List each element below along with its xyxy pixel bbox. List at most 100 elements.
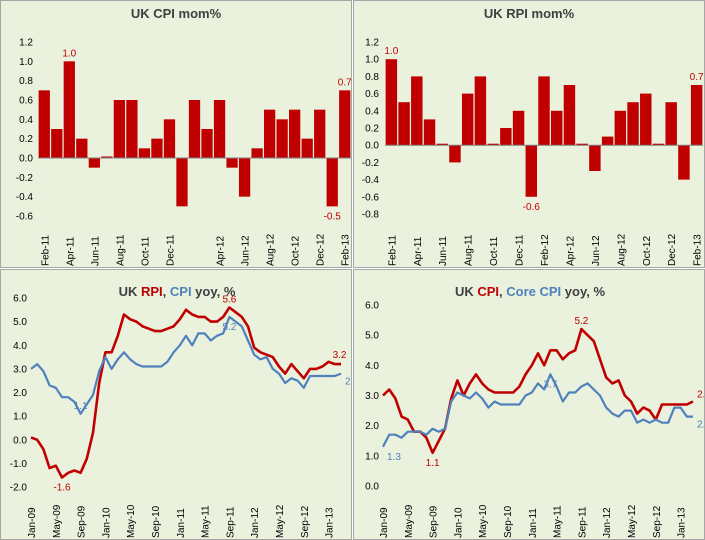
x-tick-label: Oct-11 [489,236,500,266]
y-tick-label: -0.8 [362,210,380,221]
data-label: 1.0 [384,46,398,57]
x-tick-label: Sep-09 [77,505,88,538]
data-label: 0.7 [690,72,704,83]
bar [627,102,639,146]
x-tick-label: Aug-12 [616,233,627,266]
y-tick-label: -0.4 [362,175,380,186]
x-tick-label: Oct-12 [291,236,302,266]
chart-title: UK RPI, CPI yoy, % [119,284,236,299]
data-label: -1.6 [53,483,71,494]
bar [576,143,588,146]
y-tick-label: 1.0 [365,451,379,462]
y-tick-label: 6.0 [13,294,27,305]
bar [251,148,263,158]
bar [525,145,538,197]
chart-title-part: CPI [170,284,192,299]
x-tick-label: Jan-10 [101,507,112,538]
x-tick-label: May-11 [553,505,564,538]
bar [487,143,499,146]
x-tick-label: May-11 [201,505,212,538]
x-tick-label: Feb-13 [693,234,704,266]
x-tick-label: Sep-11 [577,506,588,538]
data-label: 3.2 [333,350,347,361]
bar [461,93,474,146]
bar [614,110,627,146]
y-tick-label: 2.0 [13,388,27,399]
data-label: 2.8 [697,390,705,401]
bar [551,110,563,146]
bar [690,85,703,146]
x-tick-label: May-12 [275,504,286,538]
bar [263,109,276,158]
x-tick-label: Apr-11 [413,236,424,266]
bar [176,158,188,207]
chart-title-part: , [499,284,506,299]
bar [423,119,436,146]
bar [63,61,75,158]
bar [436,143,448,146]
bar [88,158,100,168]
bar [213,100,226,158]
chart-title: UK CPI, Core CPI yoy, % [455,284,605,299]
bar [38,90,50,158]
bar [314,109,326,158]
y-tick-label: -0.2 [16,173,34,184]
data-label: 2.8 [345,377,352,388]
y-tick-label: 1.0 [19,57,33,68]
y-tick-label: 0.8 [19,76,33,87]
x-tick-label: May-09 [404,504,415,538]
y-tick-label: -2.0 [10,483,28,494]
data-label: 5.2 [222,322,236,333]
x-tick-label: Jan-11 [528,508,539,538]
rpi-mom-chart-svg: UK RPI mom% -0.8 -0.6 -0.4 -0.2 0.0 0.2 0.4 0.6 0… [362,6,704,266]
x-tick-label: Apr-11 [65,236,76,266]
y-tick-label: 0.2 [19,134,33,145]
bar [138,148,151,158]
rpi-mom-chart: UK RPI mom% -0.8 -0.6 -0.4 -0.2 0.0 0.2 0.4 0.6 0… [353,0,705,268]
y-tick-label: -1.0 [10,459,28,470]
bar [301,138,313,158]
data-label: -0.6 [523,202,541,213]
y-tick-label: 0.6 [365,89,379,100]
y-tick-label: 3.0 [365,391,379,402]
data-label: 1.0 [62,48,76,59]
bar [201,129,213,158]
x-tick-label: Jan-12 [602,507,613,538]
y-tick-label: -0.6 [362,192,380,203]
bar [188,100,201,158]
x-tick-label: Jan-13 [677,507,688,538]
bar [411,76,423,146]
chart-title-part: UK [455,284,477,299]
x-tick-label: Sep-10 [151,505,162,538]
x-tick-label: Sep-11 [225,506,236,538]
bar [652,143,665,146]
data-label: 5.2 [574,316,588,327]
bar [101,156,113,158]
bar [563,85,576,146]
bar [289,109,301,158]
bar [151,138,163,158]
x-tick-label: Aug-11 [115,234,126,266]
x-tick-label: Sep-10 [503,505,514,538]
chart-title: UK CPI mom% [131,6,222,21]
y-tick-label: -0.2 [362,158,380,169]
x-tick-label: Sep-12 [300,505,311,538]
bar [226,158,238,168]
bar [640,93,652,146]
x-tick-label: Oct-12 [642,236,653,266]
x-tick-label: Jan-09 [379,507,390,538]
bar [538,76,550,146]
chart-title-part: Core CPI [506,284,561,299]
bar [126,100,138,158]
x-tick-label: Feb-11 [387,235,398,266]
y-tick-label: 0.0 [365,141,379,152]
y-tick-label: 0.0 [365,482,379,493]
bar [76,138,88,158]
cpi-core-yoy-chart: UK CPI, Core CPI yoy, % 0.0 1.0 2.0 3.0 4.0 5.… [353,269,705,540]
y-tick-label: 1.0 [13,412,27,423]
bar [385,59,398,146]
x-tick-label: Aug-12 [266,233,277,266]
y-tick-label: 3.0 [13,364,27,375]
x-tick-label: Sep-12 [652,505,663,538]
y-tick-label: 0.4 [365,106,379,117]
